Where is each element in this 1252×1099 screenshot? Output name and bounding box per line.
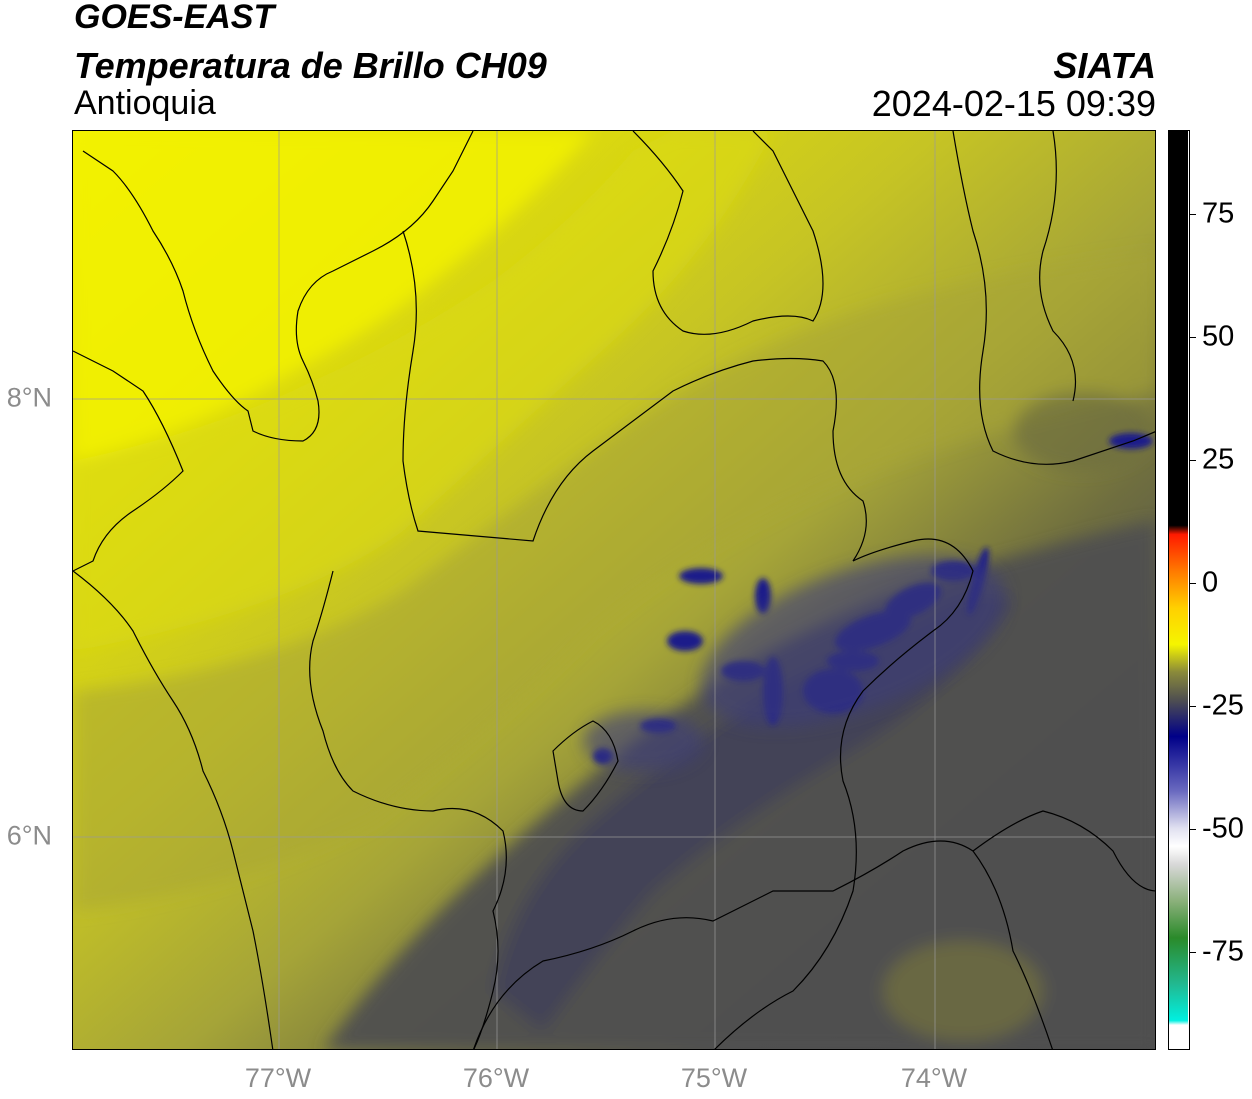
magdalena-border xyxy=(632,131,824,335)
organization-label: SIATA xyxy=(1053,45,1156,86)
lon-tick-label: 76°W xyxy=(462,1063,530,1093)
region-label: Antioquia xyxy=(74,84,216,122)
colorbar-gradient xyxy=(1169,131,1188,1048)
title-product: Temperatura de Brillo CH09 xyxy=(74,45,547,86)
colorbar-tick-mark xyxy=(1190,582,1196,585)
lon-tick-label: 75°W xyxy=(680,1063,748,1093)
colorbar-tick-mark xyxy=(1190,336,1196,339)
cold-cloud-halo xyxy=(583,555,1006,771)
olive-zone xyxy=(73,251,1155,911)
colorbar-tick-label: 0 xyxy=(1202,566,1219,599)
antioquia-border-west xyxy=(309,570,507,1049)
colorbar-tick-label: 50 xyxy=(1202,320,1235,353)
colorbar-tick-label: 25 xyxy=(1202,443,1235,476)
cell xyxy=(667,631,703,651)
brightness-temperature-field xyxy=(73,131,1155,1049)
colorbar xyxy=(1168,130,1190,1050)
western-border xyxy=(73,570,274,1049)
north-east-border xyxy=(1039,131,1077,402)
colorbar-tick-label: -50 xyxy=(1202,812,1244,845)
colorbar-tick-mark xyxy=(1190,828,1196,831)
gridlines xyxy=(73,131,1155,1049)
lon-tick-label: 74°W xyxy=(900,1063,968,1093)
medellin-valley xyxy=(552,720,619,812)
colorbar-tick-mark xyxy=(1190,951,1196,954)
datetime-label: 2024-02-15 09:39 xyxy=(871,83,1156,124)
lat-tick-label: 6°N xyxy=(6,820,52,851)
antioquia-border-east xyxy=(714,538,974,1049)
southern-border xyxy=(473,840,1053,1049)
bright-yellow-zone xyxy=(73,131,593,461)
south-east-border xyxy=(972,810,1155,892)
colorbar-fill xyxy=(1169,131,1188,1048)
cell xyxy=(679,568,723,584)
antioquia-border-north xyxy=(402,230,867,562)
halo xyxy=(700,555,1006,727)
colorbar-tick-mark xyxy=(1190,705,1196,708)
map-panel xyxy=(72,130,1156,1050)
colorbar-tick-label: 75 xyxy=(1202,197,1235,230)
atrato-coastline xyxy=(73,350,184,572)
colorbar-tick-mark xyxy=(1190,459,1196,462)
temperature-zones xyxy=(73,131,1155,1049)
colorbar-tick-label: -75 xyxy=(1202,935,1244,968)
colorbar-tick-mark xyxy=(1190,213,1196,216)
colorbar-tick-label: -25 xyxy=(1202,689,1244,722)
olive-patch-south xyxy=(883,941,1043,1041)
olive-patch-east xyxy=(1013,391,1153,471)
boundaries xyxy=(73,131,1155,1049)
title-satellite: GOES-EAST xyxy=(74,0,275,36)
yellow-zone xyxy=(73,131,773,651)
lat-tick-label: 8°N xyxy=(6,382,52,413)
eastern-border xyxy=(952,131,1155,465)
halo xyxy=(583,711,703,771)
lon-tick-label: 77°W xyxy=(244,1063,312,1093)
gulf-coastline xyxy=(82,131,474,442)
